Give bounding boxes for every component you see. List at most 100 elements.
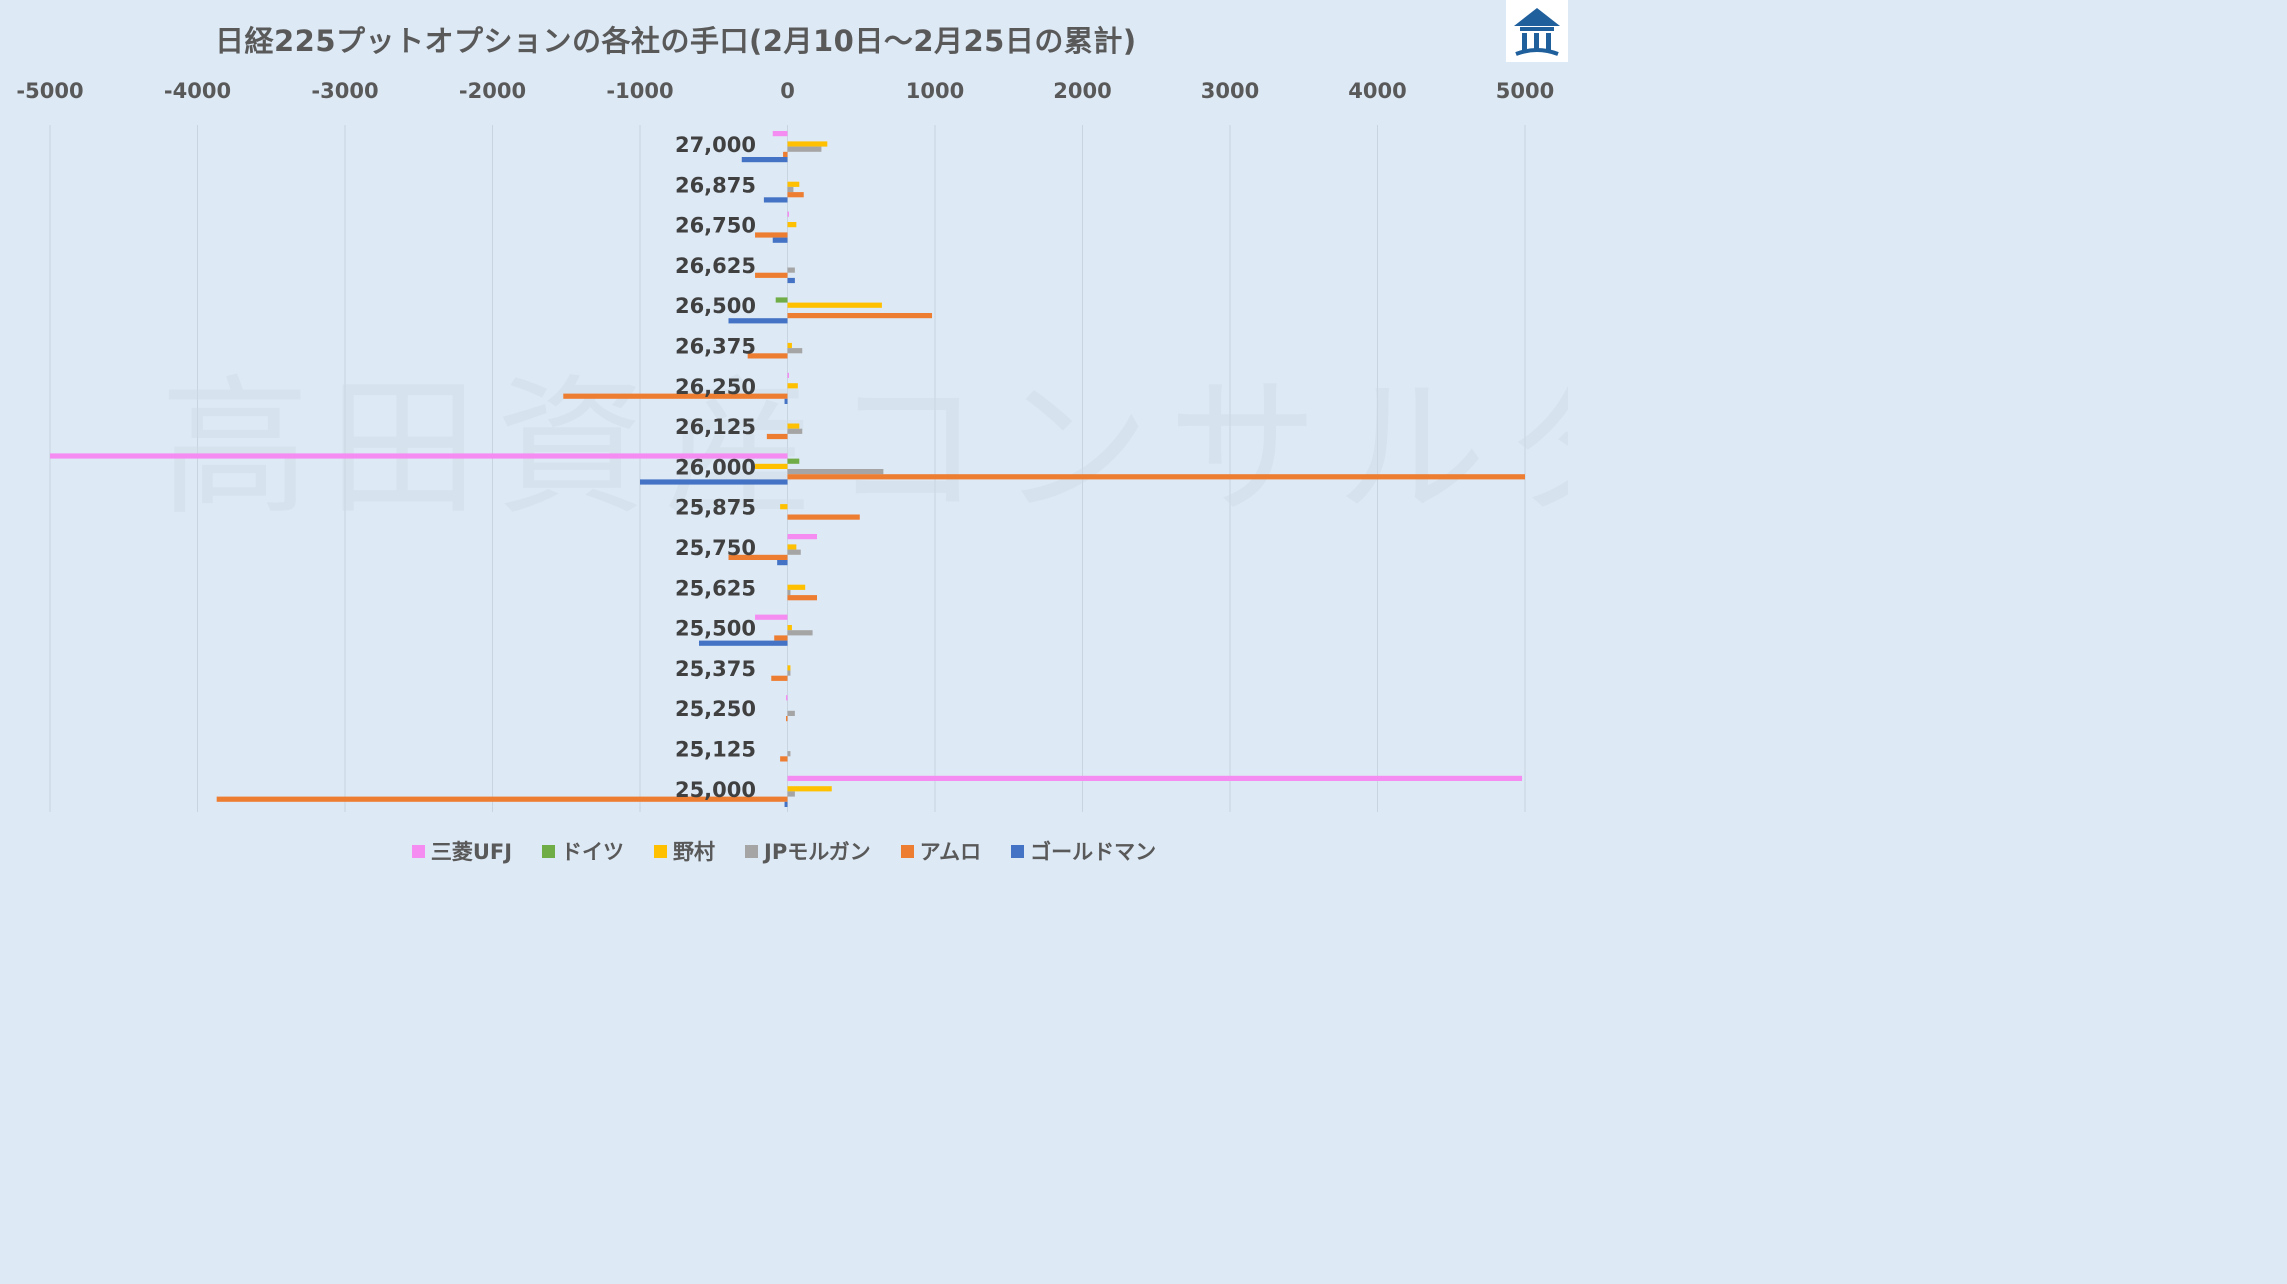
legend-label: 野村 bbox=[673, 840, 716, 864]
legend-swatch bbox=[542, 844, 556, 858]
bar-8-3 bbox=[787, 469, 884, 475]
x-tick-label: 5000 bbox=[1496, 79, 1554, 103]
legend-item: 野村 bbox=[654, 836, 715, 866]
bar-2-4 bbox=[755, 232, 788, 238]
watermark-text: 高田資産コンサルタント bbox=[160, 362, 1568, 536]
x-tick-label: 0 bbox=[780, 79, 795, 103]
bar-1-2 bbox=[787, 181, 800, 187]
category-label: 26,625 bbox=[675, 254, 756, 278]
legend-label: 三菱UFJ bbox=[430, 840, 513, 864]
bar-6-4 bbox=[563, 393, 788, 399]
bar-14-4 bbox=[786, 716, 788, 722]
category-label: 26,125 bbox=[675, 415, 756, 439]
bar-7-3 bbox=[787, 428, 803, 434]
bar-11-4 bbox=[787, 595, 817, 601]
legend-item: JPモルガン bbox=[745, 836, 871, 866]
bar-6-2 bbox=[787, 383, 798, 389]
bar-12-4 bbox=[774, 635, 788, 641]
x-tick-label: 3000 bbox=[1201, 79, 1259, 103]
bar-8-4 bbox=[787, 474, 1525, 480]
legend-label: アムロ bbox=[919, 840, 982, 864]
x-tick-label: 2000 bbox=[1053, 79, 1111, 103]
bar-9-4 bbox=[787, 514, 860, 520]
legend-label: ゴールドマン bbox=[1030, 840, 1157, 864]
bar-1-4 bbox=[787, 192, 804, 198]
category-label: 25,250 bbox=[675, 697, 756, 721]
bar-16-2 bbox=[787, 786, 832, 792]
bar-10-2 bbox=[787, 544, 797, 550]
bar-4-1 bbox=[775, 297, 788, 303]
bar-14-3 bbox=[787, 710, 795, 716]
bar-11-2 bbox=[787, 584, 806, 590]
bar-5-2 bbox=[787, 342, 792, 349]
bar-2-2 bbox=[787, 222, 797, 228]
legend-swatch bbox=[900, 844, 914, 858]
x-tick-label: -1000 bbox=[606, 79, 673, 103]
bar-14-0 bbox=[786, 695, 788, 701]
bar-8-0 bbox=[50, 453, 788, 459]
x-tick-label: -2000 bbox=[459, 79, 526, 103]
bar-6-5 bbox=[784, 398, 788, 404]
legend-swatch bbox=[1011, 844, 1025, 858]
bar-13-3 bbox=[787, 670, 791, 676]
bar-15-3 bbox=[787, 751, 791, 757]
bar-7-2 bbox=[787, 423, 800, 429]
bars bbox=[50, 131, 1525, 807]
bar-2-5 bbox=[772, 237, 788, 243]
bar-8-5 bbox=[640, 479, 788, 485]
bar-6-0 bbox=[787, 372, 789, 378]
category-label: 27,000 bbox=[675, 133, 756, 157]
bar-0-4 bbox=[783, 151, 788, 157]
bar-16-3 bbox=[787, 791, 795, 797]
bar-16-0 bbox=[787, 775, 1523, 781]
legend-swatch bbox=[745, 844, 759, 858]
x-axis-ticks: -5000 -4000 -3000 -2000 -1000 0 1000 2000 3000 40… bbox=[16, 79, 1554, 103]
legend-swatch bbox=[654, 844, 668, 858]
bar-13-4 bbox=[771, 675, 788, 681]
bar-15-4 bbox=[780, 756, 788, 762]
bar-1-5 bbox=[763, 197, 788, 203]
category-label: 26,250 bbox=[675, 375, 756, 399]
category-label: 26,750 bbox=[675, 214, 756, 238]
category-label: 25,375 bbox=[675, 657, 756, 681]
bar-12-5 bbox=[699, 640, 788, 646]
bar-4-4 bbox=[787, 313, 933, 319]
x-tick-label: -4000 bbox=[164, 79, 231, 103]
legend-item: アムロ bbox=[900, 836, 982, 866]
bar-0-2 bbox=[787, 141, 828, 147]
bar-chart: 高田資産コンサルタント -5000 -4000 -3000 -2000 -1000 0 10… bbox=[16, 79, 1568, 812]
gridlines bbox=[49, 125, 1526, 812]
legend-label: ドイツ bbox=[561, 840, 625, 864]
category-label: 26,375 bbox=[675, 335, 756, 359]
category-label: 25,500 bbox=[675, 617, 756, 641]
category-label: 25,000 bbox=[675, 778, 756, 802]
bar-10-4 bbox=[728, 554, 788, 560]
category-label: 25,875 bbox=[675, 496, 756, 520]
legend-item: ゴールドマン bbox=[1011, 836, 1156, 866]
bar-10-3 bbox=[787, 549, 801, 555]
house-logo-icon bbox=[1506, 0, 1568, 62]
bar-3-3 bbox=[787, 267, 795, 273]
category-label: 26,500 bbox=[675, 294, 756, 318]
bar-10-5 bbox=[777, 560, 788, 566]
bar-12-0 bbox=[755, 614, 788, 620]
bar-9-2 bbox=[780, 504, 788, 510]
bar-5-3 bbox=[787, 348, 803, 354]
bar-8-2 bbox=[755, 463, 788, 469]
legend-label: JPモルガン bbox=[764, 840, 871, 864]
x-tick-label: -5000 bbox=[16, 79, 83, 103]
bar-8-1 bbox=[787, 458, 800, 464]
category-label: 26,000 bbox=[675, 455, 756, 479]
bar-4-2 bbox=[787, 302, 882, 308]
bar-10-0 bbox=[787, 534, 817, 540]
bar-1-3 bbox=[787, 186, 794, 193]
x-tick-label: 4000 bbox=[1348, 79, 1406, 103]
chart-title: 日経225プットオプションの各社の手口(2月10日～2月25日の累計) bbox=[215, 24, 1137, 58]
legend-item: ドイツ bbox=[542, 836, 624, 866]
x-tick-label: 1000 bbox=[906, 79, 964, 103]
x-tick-label: -3000 bbox=[311, 79, 378, 103]
bar-11-3 bbox=[787, 589, 791, 596]
bar-16-4 bbox=[216, 796, 788, 802]
bar-5-4 bbox=[747, 353, 788, 359]
category-label: 25,625 bbox=[675, 576, 756, 600]
